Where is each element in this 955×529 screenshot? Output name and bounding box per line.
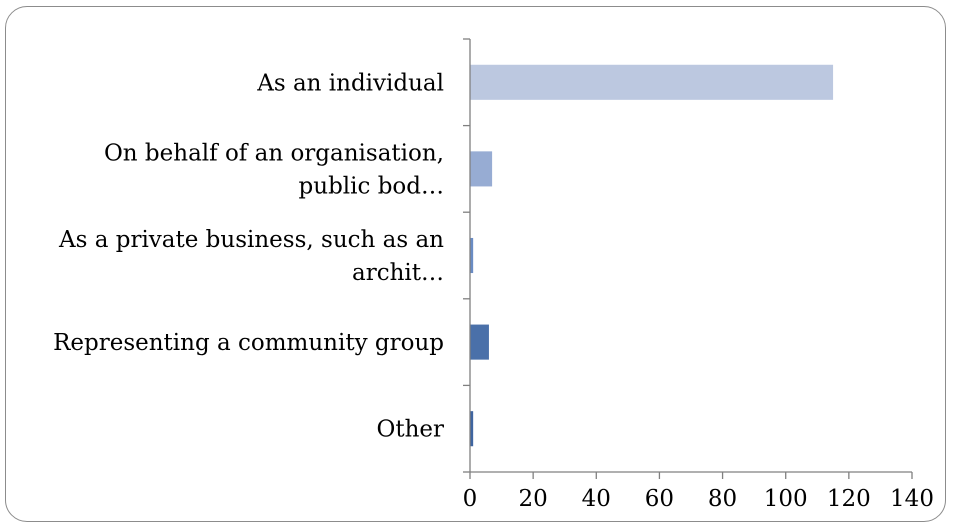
x-tick-label-6: 120 xyxy=(827,486,871,512)
x-tick-label-2: 40 xyxy=(582,486,611,512)
bar-2 xyxy=(470,237,474,274)
bar-1 xyxy=(470,151,493,187)
category-label-line: Other xyxy=(376,417,444,443)
category-label-2: As a private business, such as an archit… xyxy=(58,227,444,286)
bar-3 xyxy=(470,324,489,360)
bar-0 xyxy=(470,64,834,100)
x-tick-label-0: 0 xyxy=(463,486,478,512)
x-tick-label-5: 100 xyxy=(764,486,808,512)
category-label-3: Representing a community group xyxy=(53,330,444,356)
x-tick-labels: 0 20 40 60 80 100 120 140 xyxy=(463,486,934,512)
axes xyxy=(463,38,913,479)
bars xyxy=(470,64,834,447)
category-label-1: On behalf of an organisation, public bod… xyxy=(104,140,444,199)
category-label-0: As an individual xyxy=(256,70,444,96)
x-tick-label-1: 20 xyxy=(519,486,548,512)
x-tick-label-4: 80 xyxy=(708,486,737,512)
bar-4 xyxy=(470,411,474,447)
category-label-line: As an individual xyxy=(256,70,444,96)
category-label-line: As a private business, such as an xyxy=(58,227,444,253)
category-label-line: On behalf of an organisation, xyxy=(104,140,444,166)
category-label-line: Representing a community group xyxy=(53,330,444,356)
category-label-line: archit… xyxy=(352,260,444,286)
x-tick-label-7: 140 xyxy=(890,486,934,512)
category-label-line: public bod… xyxy=(299,173,444,199)
category-label-4: Other xyxy=(376,417,444,443)
category-labels: As an individual On behalf of an organisa… xyxy=(53,70,444,442)
x-tick-label-3: 60 xyxy=(645,486,674,512)
